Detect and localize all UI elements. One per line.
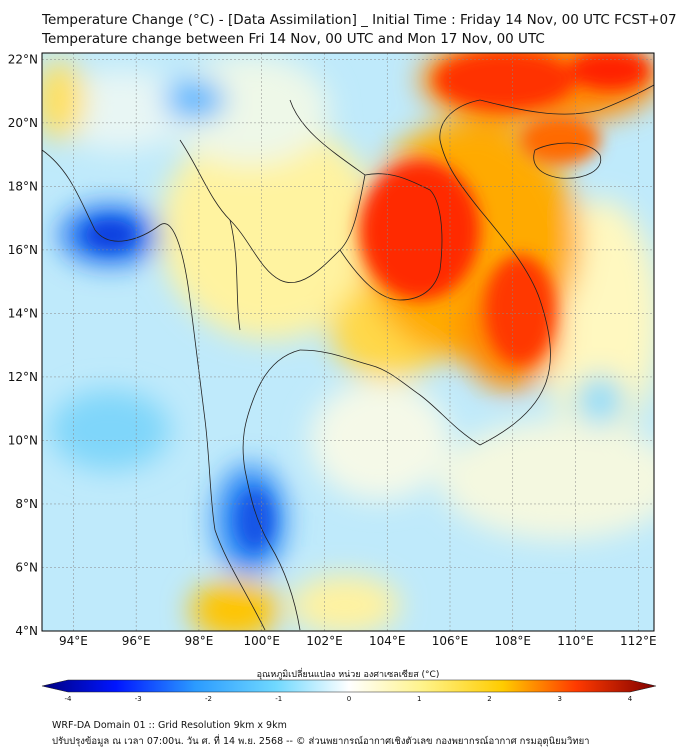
lon-tick-label: 96°E — [122, 634, 151, 648]
colorbar-tick-label: 2 — [487, 695, 491, 703]
lon-tick-label: 106°E — [432, 634, 469, 648]
lat-tick-label: 14°N — [8, 306, 38, 320]
lon-tick-label: 108°E — [495, 634, 532, 648]
plot-frame — [41, 52, 655, 632]
lon-tick-label: 94°E — [59, 634, 88, 648]
lon-tick-label: 112°E — [620, 634, 657, 648]
colorbar-ticks: -4 -3 -2 -1 0 1 2 3 4 — [65, 695, 633, 703]
map-title: Temperature Change (°C) - [Data Assimila… — [42, 12, 676, 28]
lat-tick-label: 16°N — [8, 243, 38, 257]
colorbar-tick-label: -1 — [275, 695, 282, 703]
lat-tick-label: 20°N — [8, 116, 38, 130]
latitude-axis: 22°N 20°N 18°N 16°N 14°N 12°N 10°N 8°N 6°N 4°N — [8, 52, 38, 638]
lat-tick-label: 6°N — [15, 560, 38, 574]
colorbar-tick-label: -4 — [65, 695, 73, 703]
grid-lines — [42, 53, 654, 631]
lat-tick-label: 4°N — [15, 624, 38, 638]
colorbar-tick-label: 3 — [558, 695, 562, 703]
colorbar-tick-label: 4 — [628, 695, 633, 703]
colorbar-tick-label: 0 — [347, 695, 351, 703]
footer-model-info: WRF-DA Domain 01 :: Grid Resolution 9km … — [52, 720, 287, 731]
lon-tick-label: 100°E — [243, 634, 280, 648]
coastlines — [42, 84, 654, 631]
lat-tick-label: 12°N — [8, 370, 38, 384]
colorbar-tick-label: -3 — [135, 695, 142, 703]
temperature-field — [42, 53, 654, 631]
map-subtitle: Temperature change between Fri 14 Nov, 0… — [42, 31, 545, 47]
colorbar-tick-label: 1 — [417, 695, 421, 703]
longitude-axis: 94°E 96°E 98°E 100°E 102°E 104°E 106°E 108°E 110… — [59, 634, 657, 648]
colorbar-label: อุณหภูมิเปลี่ยนแปลง หน่วย องศาเซลเซียส (… — [257, 667, 440, 680]
lat-tick-label: 10°N — [8, 433, 38, 447]
lon-tick-label: 104°E — [369, 634, 406, 648]
lon-tick-label: 102°E — [306, 634, 343, 648]
lat-tick-label: 8°N — [15, 497, 38, 511]
lat-tick-label: 22°N — [8, 52, 38, 66]
colorbar — [41, 679, 657, 693]
colorbar-tick-label: -2 — [205, 695, 212, 703]
lon-tick-label: 98°E — [184, 634, 213, 648]
lon-tick-label: 110°E — [557, 634, 594, 648]
footer-credit: ปรับปรุงข้อมูล ณ เวลา 07:00น. วัน ศ. ที่… — [52, 736, 590, 747]
lat-tick-label: 18°N — [8, 179, 38, 193]
